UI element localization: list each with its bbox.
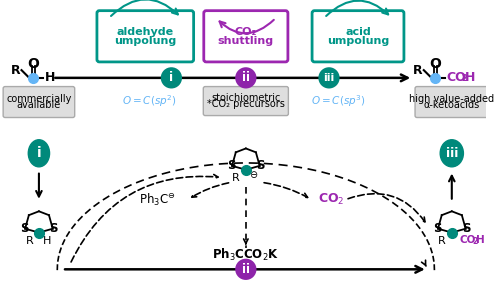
FancyBboxPatch shape	[204, 11, 288, 62]
Text: iii: iii	[446, 147, 458, 160]
Text: R: R	[413, 63, 423, 77]
Text: 2: 2	[462, 74, 468, 83]
FancyBboxPatch shape	[97, 11, 194, 62]
Text: shuttling: shuttling	[218, 36, 274, 46]
Text: iii: iii	[324, 73, 334, 83]
Text: H: H	[44, 72, 55, 84]
Text: α-ketoacids: α-ketoacids	[424, 100, 480, 110]
Circle shape	[161, 67, 182, 88]
Text: R: R	[232, 173, 240, 183]
Text: H: H	[42, 236, 51, 246]
Text: S: S	[433, 222, 442, 235]
Ellipse shape	[28, 140, 50, 167]
Text: R: R	[11, 63, 20, 77]
Text: high value-added: high value-added	[409, 94, 494, 104]
Text: O: O	[430, 57, 442, 71]
Text: umpolung: umpolung	[327, 36, 389, 46]
Text: CO₂: CO₂	[234, 27, 257, 37]
Text: S: S	[256, 159, 265, 172]
FancyBboxPatch shape	[3, 87, 74, 118]
Text: commercially: commercially	[6, 94, 71, 104]
Text: aldehyde: aldehyde	[116, 27, 174, 37]
Text: CO: CO	[446, 72, 466, 84]
Ellipse shape	[440, 140, 464, 167]
Text: *CO₂ precursors: *CO₂ precursors	[207, 100, 285, 110]
Text: S: S	[50, 222, 58, 235]
Text: S: S	[227, 159, 235, 172]
Text: H: H	[476, 235, 484, 245]
Text: umpolung: umpolung	[114, 36, 176, 46]
Text: Ph$_3$C$^{\ominus}$: Ph$_3$C$^{\ominus}$	[138, 191, 175, 208]
Text: S: S	[462, 222, 471, 235]
Text: R: R	[438, 236, 446, 246]
Text: stoichiometric: stoichiometric	[211, 93, 280, 103]
Text: ⊖: ⊖	[250, 170, 258, 180]
Circle shape	[235, 67, 256, 88]
Text: Ph$_3$CCO$_2$K: Ph$_3$CCO$_2$K	[212, 247, 280, 263]
Text: $O = C(sp^2)$: $O = C(sp^2)$	[122, 93, 176, 109]
Text: ii: ii	[242, 72, 250, 84]
Text: CO: CO	[460, 235, 476, 245]
Text: O: O	[27, 57, 39, 71]
Circle shape	[318, 67, 340, 88]
Text: CO$_2$: CO$_2$	[318, 192, 344, 207]
Circle shape	[235, 259, 256, 280]
Text: available: available	[17, 100, 61, 110]
Text: $O = C(sp^3)$: $O = C(sp^3)$	[312, 93, 366, 109]
Text: H: H	[466, 72, 475, 84]
FancyBboxPatch shape	[204, 87, 288, 116]
FancyBboxPatch shape	[415, 87, 488, 118]
Text: acid: acid	[345, 27, 371, 37]
Text: i: i	[36, 146, 41, 160]
Text: 2: 2	[472, 237, 478, 246]
Text: R: R	[26, 236, 33, 246]
FancyBboxPatch shape	[312, 11, 404, 62]
Text: ii: ii	[242, 263, 250, 276]
Text: S: S	[20, 222, 28, 235]
Text: i: i	[170, 72, 173, 84]
